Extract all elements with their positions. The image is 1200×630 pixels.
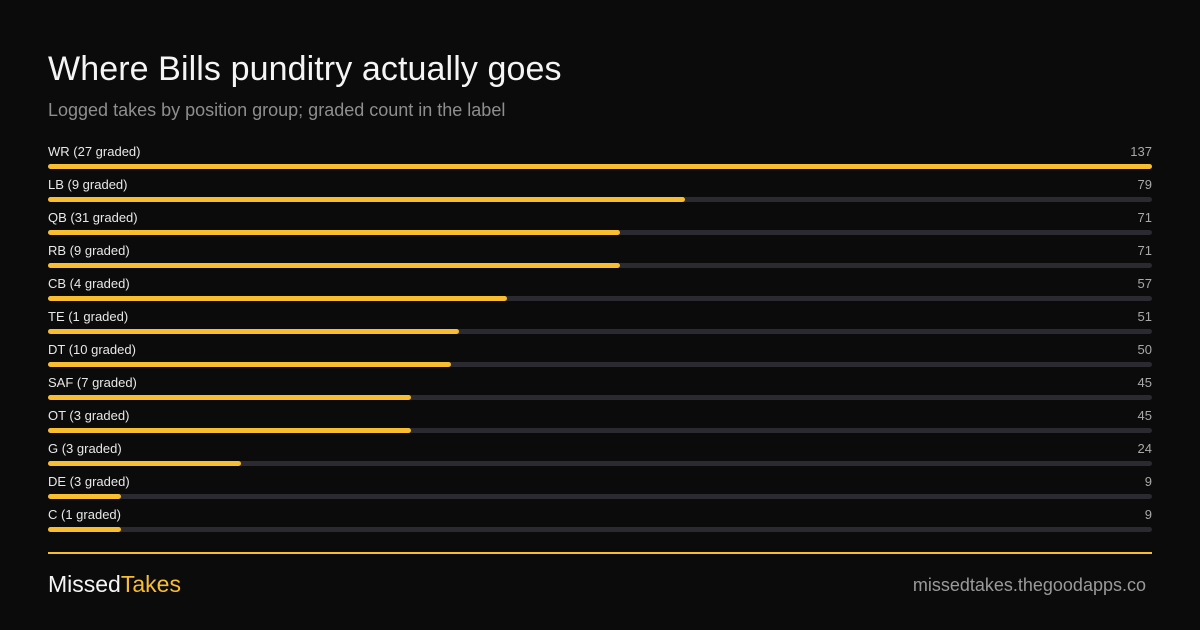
bar-row: RB (9 graded) 71 <box>48 243 1152 269</box>
bar <box>48 197 685 202</box>
bar <box>48 362 451 367</box>
bar <box>48 395 411 400</box>
bar-label: CB (4 graded) <box>48 276 130 291</box>
bar-track <box>48 362 1152 367</box>
bar-label: DE (3 graded) <box>48 474 130 489</box>
bar-track <box>48 461 1152 466</box>
brand-logo: MissedTakes <box>48 571 181 598</box>
bar-value-label: 24 <box>1137 441 1152 456</box>
bar-chart: WR (27 graded) 137 LB (9 graded) 79 QB (31 g… <box>48 144 1152 536</box>
bar-row: QB (31 graded) 71 <box>48 210 1152 236</box>
chart-title: Where Bills punditry actually goes <box>48 50 562 88</box>
bar-row: C (1 graded) 9 <box>48 507 1152 533</box>
bar <box>48 263 621 268</box>
bar-row: WR (27 graded) 137 <box>48 144 1152 170</box>
bar-track <box>48 164 1152 169</box>
bar-label: RB (9 graded) <box>48 243 130 258</box>
bar-track <box>48 263 1152 268</box>
bar <box>48 329 459 334</box>
bar <box>48 527 121 532</box>
bar-value-label: 9 <box>1144 507 1152 522</box>
bar-row: CB (4 graded) 57 <box>48 276 1152 302</box>
site-url: missedtakes.thegoodapps.co <box>912 575 1146 595</box>
bar-value-label: 51 <box>1137 309 1152 324</box>
bar-label: SAF (7 graded) <box>48 375 137 390</box>
bar-label: TE (1 graded) <box>48 309 129 324</box>
brand-name-takes: Takes <box>120 571 181 597</box>
chart-subtitle: Logged takes by position group; graded c… <box>48 100 506 120</box>
bar-label: DT (10 graded) <box>48 342 136 357</box>
bar-row: DT (10 graded) 50 <box>48 342 1152 368</box>
bar <box>48 461 242 466</box>
bar-label: OT (3 graded) <box>48 408 130 423</box>
bar-value-label: 9 <box>1144 474 1152 489</box>
bar-row: TE (1 graded) 51 <box>48 309 1152 335</box>
bar-label: WR (27 graded) <box>48 144 141 159</box>
bar-value-label: 71 <box>1137 243 1152 258</box>
bar-row: SAF (7 graded) 45 <box>48 375 1152 401</box>
bar-track <box>48 428 1152 433</box>
bar-label: C (1 graded) <box>48 507 121 522</box>
bar-track <box>48 296 1152 301</box>
bar <box>48 296 508 301</box>
bar-row: LB (9 graded) 79 <box>48 177 1152 203</box>
bar-label: QB (31 graded) <box>48 210 138 225</box>
bar-track <box>48 395 1152 400</box>
bar-track <box>48 329 1152 334</box>
bar-label: LB (9 graded) <box>48 177 128 192</box>
bar-track <box>48 197 1152 202</box>
bar-track <box>48 494 1152 499</box>
bar <box>48 164 1152 169</box>
bar <box>48 428 411 433</box>
bar-row: G (3 graded) 24 <box>48 441 1152 467</box>
bar-row: DE (3 graded) 9 <box>48 474 1152 500</box>
bar-value-label: 137 <box>1130 144 1152 159</box>
bar <box>48 494 121 499</box>
bar <box>48 230 621 235</box>
bar-value-label: 45 <box>1137 408 1152 423</box>
footer-divider <box>48 552 1152 554</box>
bar-value-label: 57 <box>1137 276 1152 291</box>
bar-track <box>48 230 1152 235</box>
bar-value-label: 45 <box>1137 375 1152 390</box>
bar-value-label: 50 <box>1137 342 1152 357</box>
bar-label: G (3 graded) <box>48 441 122 456</box>
brand-name-missed: Missed <box>48 571 121 597</box>
bar-track <box>48 527 1152 532</box>
bar-value-label: 79 <box>1137 177 1152 192</box>
bar-row: OT (3 graded) 45 <box>48 408 1152 434</box>
bar-value-label: 71 <box>1137 210 1152 225</box>
